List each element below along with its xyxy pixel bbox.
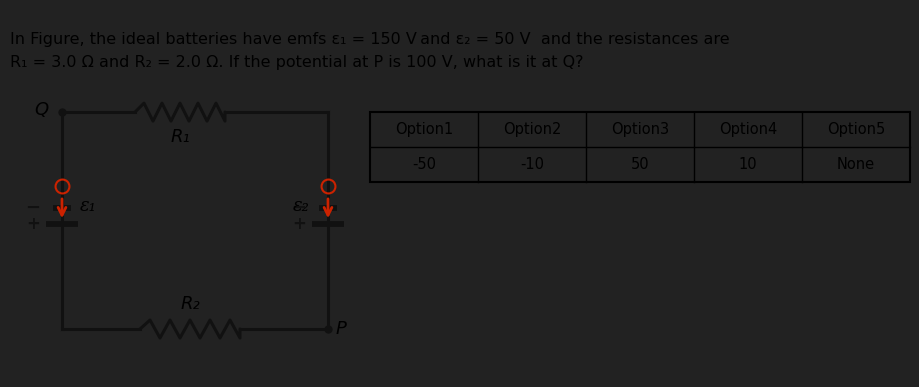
Text: 50: 50 [630,157,649,172]
Text: Q: Q [34,101,48,119]
Text: R₁: R₁ [170,128,189,146]
Text: Option2: Option2 [503,122,561,137]
Text: -50: -50 [412,157,436,172]
Text: P: P [335,320,346,338]
Text: −: − [290,199,306,217]
Text: Option1: Option1 [394,122,453,137]
Text: None: None [836,157,874,172]
Text: R₂: R₂ [180,295,199,313]
Text: 10: 10 [738,157,756,172]
Text: Option4: Option4 [718,122,777,137]
Bar [369,112,909,182]
Text: +: + [292,215,306,233]
Text: +: + [26,215,40,233]
Text: ε₁: ε₁ [80,197,96,215]
Text: -10: -10 [519,157,543,172]
Text: Option5: Option5 [826,122,884,137]
Text: Option3: Option3 [610,122,668,137]
Text: −: − [25,199,40,217]
Text: R₁ = 3.0 Ω and R₂ = 2.0 Ω. If the potential at P is 100 V, what is it at Q?: R₁ = 3.0 Ω and R₂ = 2.0 Ω. If the potent… [10,55,583,70]
Text: In Figure, the ideal batteries have emfs ε₁ = 150 V and ε₂ = 50 V  and the resis: In Figure, the ideal batteries have emfs… [10,32,729,47]
Text: ε₂: ε₂ [293,197,310,215]
